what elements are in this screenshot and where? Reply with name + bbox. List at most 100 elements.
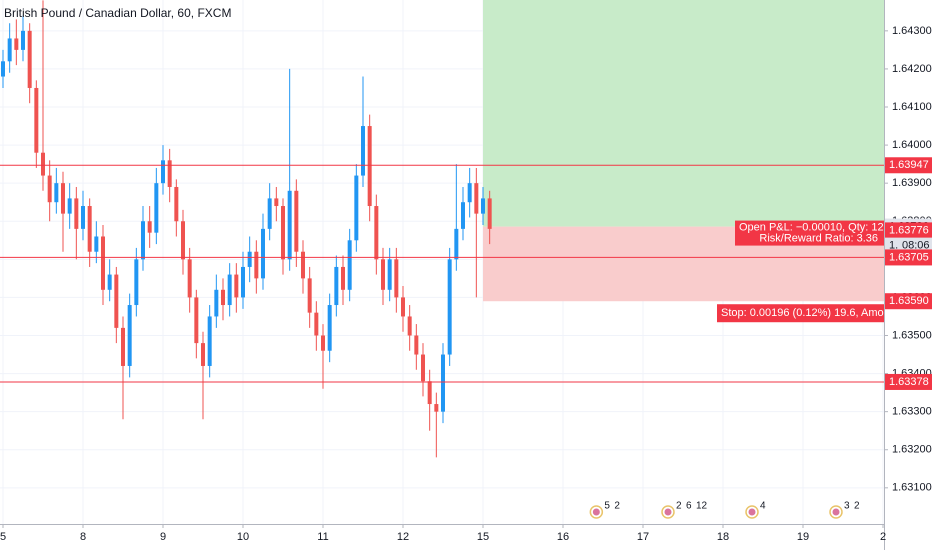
x-tick-label: 17 [637, 531, 649, 543]
candle-body [81, 206, 85, 229]
price-label-box [885, 293, 932, 310]
candle-body [67, 198, 72, 214]
event-count: 2 [676, 501, 682, 512]
y-tick-label: 1.63100 [892, 482, 932, 494]
price-label: 1.63776 [889, 224, 929, 236]
event-count: 12 [696, 501, 708, 512]
ratio-text: Risk/Reward Ratio: 3.36 [759, 232, 878, 244]
candle-body [27, 30, 32, 88]
candle-body [441, 354, 445, 412]
candle-body [261, 228, 265, 279]
candle-body [254, 251, 259, 279]
stop-text: Stop: 0.00196 (0.12%) 19.6, Amou [721, 307, 890, 319]
candle-body [334, 266, 339, 306]
candle-body [214, 289, 219, 317]
price-label-box [885, 373, 932, 390]
x-tick-label: 9 [160, 531, 166, 543]
event-count: 3 [844, 501, 850, 512]
candle-body [487, 198, 492, 229]
candle-body [201, 343, 205, 366]
event-count: 2 [614, 501, 620, 512]
pnl-box [735, 220, 884, 246]
candle-body [7, 38, 12, 62]
price-label: 1.63590 [889, 295, 929, 307]
candle-body [54, 183, 59, 203]
candle-body [321, 335, 325, 351]
pnl-text: Open P&L: −0.00010, Qty: 127 [739, 221, 890, 233]
position-tool[interactable] [483, 0, 884, 302]
candle-body [241, 266, 245, 298]
candle-body [74, 198, 79, 229]
candle-body [394, 259, 399, 298]
candle-body [174, 186, 179, 222]
candle-body [314, 312, 319, 336]
price-label-box [885, 222, 932, 239]
candle-body [1, 61, 5, 77]
price-label-box [885, 249, 932, 266]
candle-body [161, 160, 165, 184]
candle-body [381, 259, 385, 290]
price-label-box [885, 157, 932, 174]
x-tick-label: 8 [80, 531, 86, 543]
candle-body [361, 126, 365, 176]
candle-body [127, 305, 132, 366]
countdown: 08:06 [902, 240, 930, 252]
y-tick-label: 1.63200 [892, 444, 932, 456]
candle-body [407, 316, 412, 336]
event-flag-inner [748, 508, 756, 516]
candle-body [367, 126, 372, 207]
candle-body [21, 30, 25, 50]
candle-body [374, 206, 379, 260]
candle-body [467, 183, 472, 203]
stop-box [717, 304, 884, 323]
candle-body [294, 190, 299, 252]
y-tick-label: 1.64100 [892, 101, 932, 113]
x-tick-label: 5 [0, 531, 6, 543]
y-tick-label: 1.64300 [892, 25, 932, 37]
candle-body [287, 190, 292, 260]
event-flag-inner [832, 508, 840, 516]
candle-body [141, 221, 145, 260]
price-label: 1. [889, 240, 898, 252]
candle-body [307, 278, 312, 313]
candle-body [327, 305, 332, 351]
x-tick-label: 12 [397, 531, 409, 543]
x-tick-label: 11 [317, 531, 328, 543]
candle-body [274, 198, 279, 207]
candle-body [427, 381, 432, 405]
event-count: 5 [604, 501, 610, 512]
candle-body [207, 316, 212, 366]
candle-body [247, 251, 252, 267]
candle-body [434, 404, 439, 412]
x-tick-label: 2 [880, 531, 886, 543]
y-tick-label: 1.64000 [892, 139, 932, 151]
candle-body [167, 160, 172, 187]
candle-body [34, 87, 39, 153]
x-tick-label: 18 [717, 531, 729, 543]
y-tick-label: 1.63300 [892, 406, 932, 418]
candle-body [454, 228, 459, 260]
event-count: 4 [760, 501, 766, 512]
y-tick-label: 1.64200 [892, 63, 932, 75]
candle-body [194, 297, 199, 344]
candle-body [101, 236, 105, 290]
candle-body [121, 327, 125, 366]
candle-body [267, 198, 272, 229]
event-count: 6 [686, 501, 692, 512]
y-tick-label: 1.63500 [892, 329, 932, 341]
candle-body [461, 202, 465, 229]
candle-body [481, 198, 485, 214]
event-flag-inner [592, 508, 600, 516]
candle-body [221, 289, 225, 306]
overlays: Open P&L: −0.00010, Qty: 127Risk/Reward … [0, 164, 890, 383]
y-tick-label: 1.63900 [892, 177, 932, 189]
price-label: 1.63378 [889, 376, 929, 388]
candle-body [301, 251, 305, 279]
profit-zone [483, 0, 884, 227]
candle-body [281, 206, 285, 260]
candle-body [147, 221, 152, 233]
candle-body [154, 183, 159, 233]
candle-body [227, 274, 232, 306]
candle-body [114, 274, 119, 328]
